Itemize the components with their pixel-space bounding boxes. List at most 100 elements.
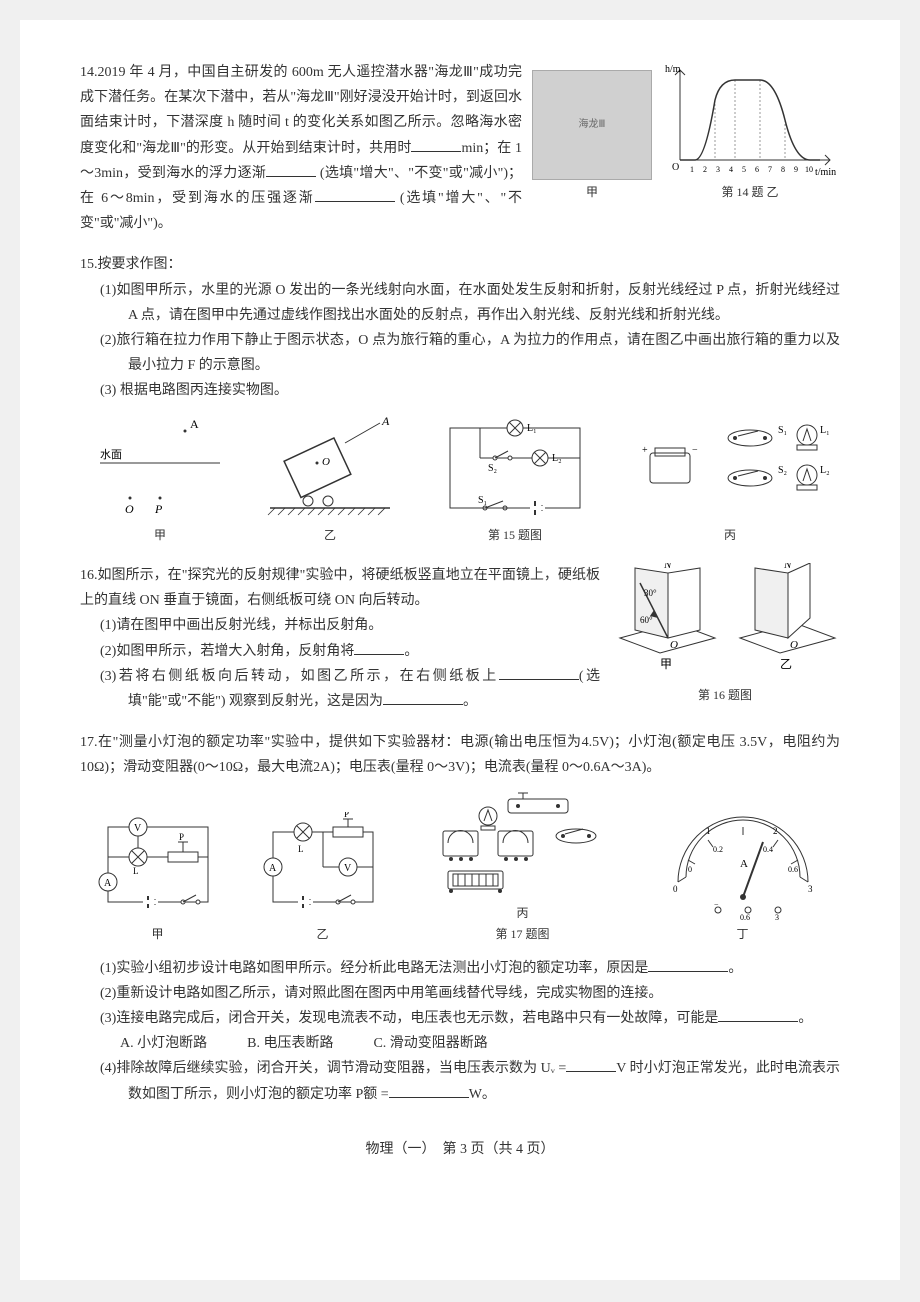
q17-optB: B. 电压表断路 — [247, 1031, 333, 1056]
svg-text:A: A — [381, 414, 390, 428]
question-17: 17.在"测量小灯泡的额定功率"实验中，提供如下实验器材：电源(输出电压恒为4.… — [80, 730, 840, 1107]
q14-caption-yi: 第 14 题 乙 — [660, 182, 840, 204]
q16-sub3a: (3)若将右侧纸板向后转动，如图乙所示，在右侧纸板上 — [100, 669, 499, 684]
svg-text:+: + — [642, 445, 648, 456]
svg-text:30°: 30° — [644, 588, 657, 598]
svg-text:0.4: 0.4 — [763, 845, 773, 854]
exam-page: 14.2019 年 4 月，中国自主研发的 600m 无人遥控潜水器"海龙Ⅲ"成… — [20, 20, 900, 1280]
svg-text:P: P — [154, 502, 163, 516]
svg-text:1: 1 — [690, 165, 694, 174]
q17-blank3 — [566, 1058, 616, 1072]
q15-fig-bing: L₁ L₂ S₂ S₁ — [430, 413, 600, 547]
svg-text:L: L — [298, 844, 304, 854]
q17-fig-yi: L P V A — [258, 812, 388, 946]
svg-text:1: 1 — [706, 826, 711, 836]
depth-time-graph: h/m t/min O 1 2 3 4 5 — [660, 60, 840, 180]
origin: O — [672, 162, 679, 173]
q15-fig-yi: O A 乙 — [260, 413, 400, 547]
question-16: 16.如图所示，在"探究光的反射规律"实验中，将硬纸板竖直地立在平面镜上，硬纸板… — [80, 563, 840, 714]
q17-fig-ding: 0 1 2 3 0 0.2 0.4 0.6 A − 0.6 3 — [658, 812, 828, 946]
svg-text:A: A — [104, 878, 112, 889]
svg-text:5: 5 — [742, 165, 746, 174]
svg-text:L₁: L₁ — [820, 425, 830, 436]
q14-photo-container: 海龙Ⅲ 甲 — [532, 70, 652, 204]
q17-blank4 — [389, 1084, 469, 1098]
question-15: 15.按要求作图： (1)如图甲所示，水里的光源 O 发出的一条光线射向水面，在… — [80, 252, 840, 547]
q15-sub1: (1)如图甲所示，水里的光源 O 发出的一条光线射向水面，在水面处发生反射和折射… — [100, 278, 840, 328]
q14-blank2 — [266, 163, 316, 177]
q16-sub2: (2)如图甲所示，若增大入射角，反射角将。 — [100, 639, 600, 664]
svg-text:A: A — [190, 417, 199, 431]
q17-cap-bing: 丙 — [516, 906, 528, 920]
q17-cap-jia: 甲 — [93, 924, 223, 946]
q17-sub4a: (4)排除故障后继续实验，闭合开关，调节滑动变阻器，当电压表示数为 Uᵥ = — [100, 1061, 566, 1076]
svg-text:3: 3 — [716, 165, 720, 174]
q15-sub3: (3) 根据电路图丙连接实物图。 — [100, 378, 840, 403]
svg-text:S₂: S₂ — [488, 463, 497, 474]
q16-number: 16. — [80, 568, 98, 583]
xlabel: t/min — [815, 167, 836, 178]
svg-text:S₂: S₂ — [778, 465, 787, 476]
q17-sub3a: (3)连接电路完成后，闭合开关，发现电流表不动，电压表也无示数，若电路中只有一处… — [100, 1011, 718, 1026]
svg-text:7: 7 — [768, 165, 772, 174]
q16-sub1: (1)请在图甲中画出反射光线，并标出反射角。 — [100, 613, 600, 638]
svg-text:0: 0 — [673, 884, 678, 894]
q16-sub2a: (2)如图甲所示，若增大入射角，反射角将 — [100, 644, 354, 659]
svg-text:9: 9 — [794, 165, 798, 174]
q15-cap-title: 第 15 题图 — [430, 525, 600, 547]
q17-sub2: (2)重新设计电路如图乙所示，请对照此图在图丙中用笔画线替代导线，完成实物图的连… — [100, 981, 840, 1006]
svg-text:0: 0 — [688, 865, 692, 874]
q17-optC: C. 滑动变阻器断路 — [373, 1031, 487, 1056]
q15-cap-bing: 丙 — [630, 525, 830, 547]
svg-text:4: 4 — [729, 165, 733, 174]
svg-text:甲: 甲 — [660, 657, 672, 671]
svg-text:P: P — [344, 812, 349, 819]
q17-sub3b: 。 — [798, 1011, 812, 1026]
q17-number: 17. — [80, 735, 98, 750]
svg-text:N: N — [663, 563, 672, 571]
q14-blank1 — [411, 138, 461, 152]
q16-caption: 第 16 题图 — [610, 685, 840, 707]
svg-text:A: A — [740, 858, 748, 870]
q15-fig-physical: + − S₁ S₂ — [630, 413, 830, 547]
svg-text:0.6: 0.6 — [740, 913, 750, 922]
svg-text:0.6: 0.6 — [788, 865, 798, 874]
q17-sub4c: W。 — [469, 1087, 496, 1102]
svg-text:L₁: L₁ — [527, 423, 537, 434]
page-footer: 物理（一） 第 3 页（共 4 页） — [80, 1137, 840, 1162]
svg-text:P: P — [179, 832, 184, 842]
q17-blank1 — [648, 958, 728, 972]
q17-intro: 在"测量小灯泡的额定功率"实验中，提供如下实验器材：电源(输出电压恒为4.5V)… — [80, 735, 840, 775]
svg-text:O: O — [790, 639, 798, 651]
ylabel: h/m — [665, 64, 681, 75]
q17-sub1: (1)实验小组初步设计电路如图甲所示。经分析此电路无法测出小灯泡的额定功率，原因… — [100, 956, 840, 981]
q17-fig-jia: V L P A — [93, 812, 223, 946]
svg-text:S₁: S₁ — [478, 495, 487, 506]
q17-sub1b: 。 — [728, 961, 742, 976]
svg-text:2: 2 — [703, 165, 707, 174]
svg-text:乙: 乙 — [780, 657, 792, 671]
q17-figures: V L P A — [80, 791, 840, 946]
q17-sub1a: (1)实验小组初步设计电路如图甲所示。经分析此电路无法测出小灯泡的额定功率，原因… — [100, 961, 648, 976]
q16-blank2 — [499, 666, 579, 680]
q15-cap-yi: 乙 — [260, 525, 400, 547]
q17-optA: A. 小灯泡断路 — [120, 1031, 207, 1056]
svg-text:6: 6 — [755, 165, 759, 174]
svg-text:V: V — [134, 823, 142, 834]
q16-sub3: (3)若将右侧纸板向后转动，如图乙所示，在右侧纸板上(选填"能"或"不能") 观… — [100, 664, 600, 714]
q15-intro: 按要求作图： — [98, 257, 182, 272]
q16-figures: N O 30° 60° 甲 N O — [610, 563, 840, 707]
submersible-photo: 海龙Ⅲ — [532, 70, 652, 180]
question-14: 14.2019 年 4 月，中国自主研发的 600m 无人遥控潜水器"海龙Ⅲ"成… — [80, 60, 840, 236]
svg-text:A: A — [269, 863, 277, 874]
q16-blank1 — [354, 641, 404, 655]
q15-fig-jia: A 水面 O P 甲 — [90, 413, 230, 547]
q15-figures: A 水面 O P 甲 — [80, 413, 840, 547]
svg-text:O: O — [125, 502, 134, 516]
q16-intro: 如图所示，在"探究光的反射规律"实验中，将硬纸板竖直地立在平面镜上，硬纸板上的直… — [80, 568, 600, 608]
svg-text:−: − — [692, 445, 698, 456]
svg-text:O: O — [670, 639, 678, 651]
q17-sub3: (3)连接电路完成后，闭合开关，发现电流表不动，电压表也无示数，若电路中只有一处… — [100, 1006, 840, 1031]
svg-text:8: 8 — [781, 165, 785, 174]
svg-text:S₁: S₁ — [778, 425, 787, 436]
